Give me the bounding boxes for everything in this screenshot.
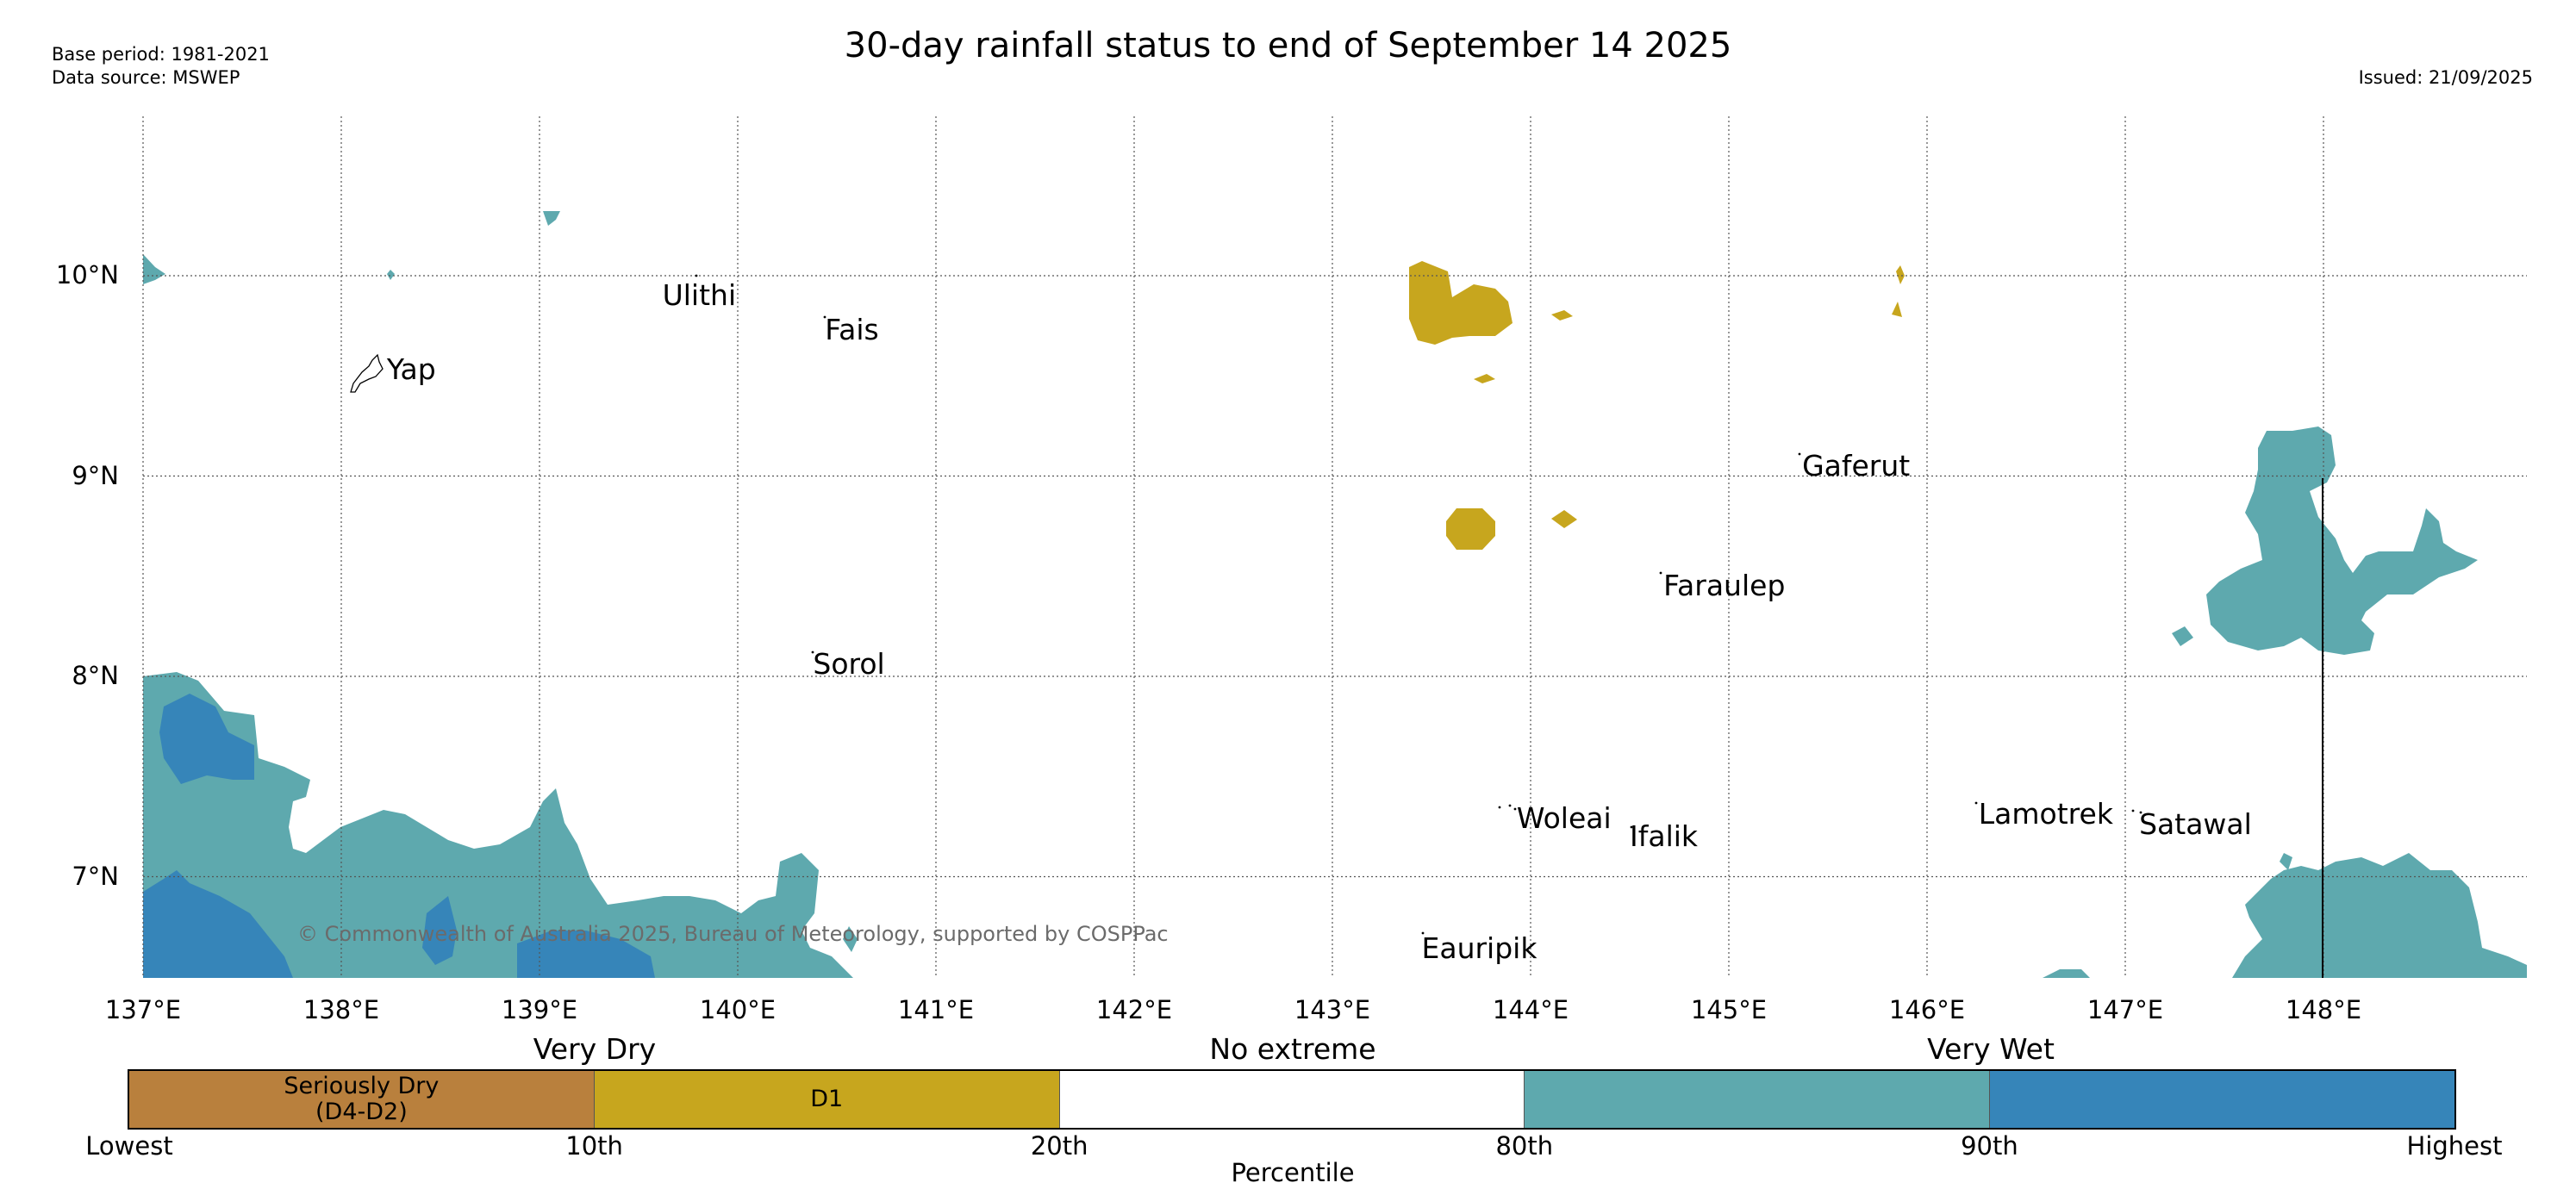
very-wet-spot-6 xyxy=(2043,969,2090,978)
very-wet-spot-1 xyxy=(143,254,165,284)
longitude-tick-label: 144°E xyxy=(1492,995,1569,1024)
d1-spot-2 xyxy=(1474,374,1495,383)
colorbar-segment-label: Seriously Dry (D4-D2) xyxy=(284,1073,440,1125)
longitude-tick-label: 143°E xyxy=(1294,995,1371,1024)
longitude-tick-label: 146°E xyxy=(1888,995,1966,1024)
place-label-fais: Fais xyxy=(825,312,879,346)
very-wet-spot-east xyxy=(2172,626,2193,646)
rainfall-shading xyxy=(143,211,2527,978)
legend-title: Percentile xyxy=(1231,1158,1355,1187)
longitude-tick-label: 148°E xyxy=(2285,995,2362,1024)
place-label-woleai: Woleai xyxy=(1516,801,1612,836)
colorbar-tick-label: 10th xyxy=(565,1131,623,1161)
colorbar-tick-label: 90th xyxy=(1961,1131,2018,1161)
place-label-faraulep: Faraulep xyxy=(1663,569,1786,603)
very-wet-region-southeast xyxy=(2232,853,2527,978)
colorbar-tick-label: Highest xyxy=(2406,1131,2503,1161)
colorbar-segment xyxy=(1524,1071,1990,1128)
place-label-ulithi: Ulithi xyxy=(662,278,737,313)
very-wet-spot-5 xyxy=(2280,853,2292,870)
colorbar: Seriously Dry (D4-D2) D1 xyxy=(128,1069,2456,1130)
highest-region-3 xyxy=(422,896,457,965)
place-label-yap: Yap xyxy=(386,352,436,387)
longitude-tick-label: 140°E xyxy=(699,995,777,1024)
very-wet-spot-3 xyxy=(387,270,395,280)
latitude-tick-label: 10°N xyxy=(55,260,119,289)
d1-spot-3 xyxy=(1551,510,1577,528)
colorbar-tick-label: Lowest xyxy=(85,1131,173,1161)
place-label-eauripik: Eauripik xyxy=(1421,931,1537,966)
data-source-label: Data source: MSWEP xyxy=(52,67,240,88)
colorbar-segment xyxy=(1989,1071,2454,1128)
longitude-tick-label: 147°E xyxy=(2086,995,2164,1024)
place-label-lamotrek: Lamotrek xyxy=(1978,797,2113,831)
highest-region-2 xyxy=(143,870,293,978)
very-wet-spot-4 xyxy=(843,926,858,952)
issued-label: Issued: 21/09/2025 xyxy=(2358,67,2533,88)
place-label-ifalik: Ifalik xyxy=(1630,819,1699,853)
colorbar-segment-label: D1 xyxy=(810,1086,844,1112)
highest-region-4 xyxy=(517,931,655,978)
longitude-tick-label: 139°E xyxy=(501,995,578,1024)
legend-header-very-wet: Very Wet xyxy=(1927,1032,2055,1066)
very-wet-spot-2 xyxy=(543,211,560,226)
latitude-tick-label: 7°N xyxy=(72,861,119,891)
yap-island-outline xyxy=(350,353,384,393)
place-label-gaferut: Gaferut xyxy=(1802,448,1911,482)
very-wet-region-east xyxy=(2206,426,2478,655)
longitude-tick-label: 137°E xyxy=(104,995,182,1024)
d1-spot-4 xyxy=(1896,265,1905,284)
colorbar-segment xyxy=(1058,1071,1525,1128)
colorbar-segment: Seriously Dry (D4-D2) xyxy=(129,1071,594,1128)
place-label-satawal: Satawal xyxy=(2139,807,2252,842)
legend-header-very-dry: Very Dry xyxy=(533,1032,657,1066)
legend-header-no-extreme: No extreme xyxy=(1209,1032,1376,1066)
very-wet-region-southwest xyxy=(143,672,853,978)
place-label-sorol: Sorol xyxy=(813,647,885,682)
latitude-tick-label: 8°N xyxy=(72,661,119,690)
highest-region-1 xyxy=(159,694,254,784)
colorbar-segment: D1 xyxy=(593,1071,1059,1128)
longitude-tick-label: 138°E xyxy=(303,995,380,1024)
d1-spot-1 xyxy=(1551,310,1573,321)
page-title: 30-day rainfall status to end of Septemb… xyxy=(844,26,1732,65)
d1-region-large xyxy=(1409,261,1513,345)
colorbar-tick-label: 20th xyxy=(1030,1131,1088,1161)
longitude-tick-label: 141°E xyxy=(897,995,975,1024)
atoll-markers xyxy=(695,274,2143,935)
longitude-tick-label: 145°E xyxy=(1690,995,1768,1024)
colorbar-tick-label: 80th xyxy=(1495,1131,1554,1161)
d1-spot-5 xyxy=(1892,302,1902,317)
d1-region-round xyxy=(1446,508,1495,550)
longitude-tick-label: 142°E xyxy=(1095,995,1173,1024)
base-period-label: Base period: 1981-2021 xyxy=(52,44,270,65)
copyright-notice: © Commonwealth of Australia 2025, Bureau… xyxy=(297,922,1169,946)
latitude-tick-label: 9°N xyxy=(72,460,119,490)
